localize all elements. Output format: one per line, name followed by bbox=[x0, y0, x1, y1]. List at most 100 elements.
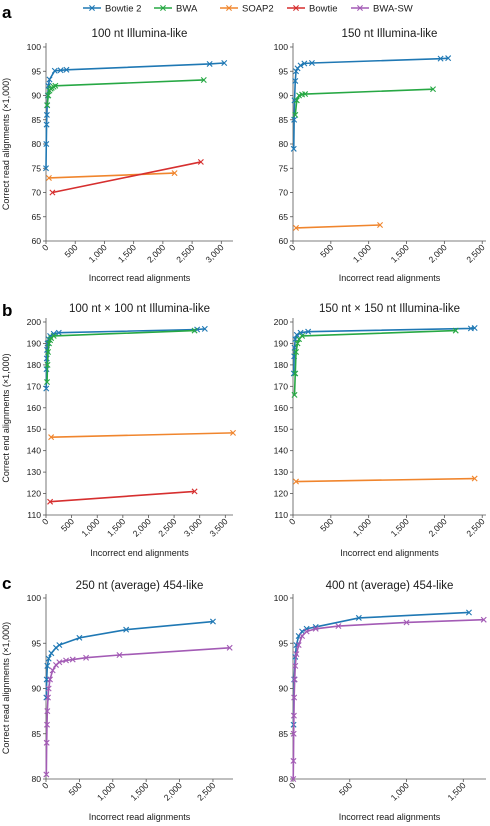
data-point-bowtie-2 bbox=[209, 618, 216, 625]
series-bwa bbox=[44, 327, 198, 386]
data-point-bowtie-2 bbox=[48, 650, 55, 657]
chart-5: 250 nt (average) 454-like 80 85 90 95 100 0 500… bbox=[1, 580, 233, 822]
series-line-soap2 bbox=[51, 432, 234, 438]
data-point-bwa-sw bbox=[63, 657, 70, 664]
data-point-soap2 bbox=[171, 170, 178, 177]
series-bowtie bbox=[49, 158, 204, 196]
x-tick-label: 500 bbox=[62, 242, 79, 259]
data-point-bwa-sw bbox=[43, 771, 50, 778]
data-point-bwa bbox=[292, 111, 299, 118]
x-tick-label: 1,500 bbox=[105, 516, 127, 538]
y-tick-label: 60 bbox=[31, 236, 41, 246]
y-tick-label: 100 bbox=[274, 42, 289, 52]
x-tick-label: 1,000 bbox=[87, 242, 109, 264]
x-axis-label: Incorrect read alignments bbox=[89, 273, 191, 283]
series-line-soap2 bbox=[48, 172, 175, 179]
x-tick-label: 1,500 bbox=[389, 516, 411, 538]
y-tick-label: 200 bbox=[274, 317, 289, 327]
data-point-bowtie-2 bbox=[123, 626, 130, 633]
x-axis-label: Incorrect end alignments bbox=[340, 548, 439, 558]
panel-label-a: a bbox=[2, 3, 12, 22]
data-point-bowtie bbox=[191, 488, 198, 495]
data-point-bwa bbox=[45, 92, 52, 99]
x-tick-label: 0 bbox=[40, 516, 51, 527]
data-point-bowtie-2 bbox=[43, 111, 50, 118]
series-bowtie-2 bbox=[290, 55, 452, 152]
x-axis-label: Incorrect end alignments bbox=[90, 548, 189, 558]
data-point-bowtie-2 bbox=[291, 116, 298, 123]
y-tick-label: 140 bbox=[27, 446, 42, 456]
data-point-bowtie-2 bbox=[465, 609, 472, 616]
data-point-soap2 bbox=[293, 224, 300, 231]
y-tick-label: 95 bbox=[31, 638, 41, 648]
x-tick-label: 3,000 bbox=[182, 516, 204, 538]
data-point-bowtie-2 bbox=[221, 60, 228, 66]
data-point-bowtie-2 bbox=[63, 66, 70, 73]
y-tick-label: 75 bbox=[31, 163, 41, 173]
data-point-bwa-sw bbox=[47, 676, 53, 683]
data-point-soap2 bbox=[45, 174, 52, 181]
x-tick-label: 0 bbox=[287, 780, 298, 791]
data-point-bwa-sw bbox=[291, 676, 298, 683]
legend: Bowtie 2 BWA SOAP2 Bowtie BWA-SW bbox=[83, 3, 413, 14]
y-tick-label: 110 bbox=[274, 510, 288, 520]
series-line-bowtie-2 bbox=[45, 62, 225, 169]
data-point-bowtie-2 bbox=[355, 614, 362, 621]
x-tick-label: 2,000 bbox=[427, 242, 449, 264]
x-axis-label: Incorrect read alignments bbox=[89, 812, 191, 822]
series-bwa bbox=[291, 327, 459, 398]
y-tick-label: 80 bbox=[278, 139, 288, 149]
data-point-soap2 bbox=[293, 478, 300, 485]
y-tick-label: 80 bbox=[278, 774, 288, 784]
y-tick-label: 95 bbox=[278, 66, 288, 76]
y-tick-label: 100 bbox=[27, 42, 42, 52]
y-tick-label: 190 bbox=[27, 338, 42, 348]
data-point-bwa bbox=[45, 349, 52, 356]
data-point-bowtie-2 bbox=[297, 62, 304, 69]
series-line-bwa bbox=[293, 329, 456, 395]
data-point-bwa-sw bbox=[44, 721, 50, 728]
series-line-bowtie bbox=[50, 490, 195, 503]
data-point-bwa bbox=[291, 391, 298, 398]
data-point-bwa bbox=[293, 349, 300, 356]
series-bwa bbox=[292, 86, 437, 118]
x-tick-label: 0 bbox=[40, 780, 51, 791]
x-tick-label: 1,000 bbox=[79, 516, 101, 538]
data-point-bowtie-2 bbox=[51, 67, 58, 74]
y-tick-label: 75 bbox=[278, 163, 288, 173]
data-point-soap2 bbox=[471, 475, 478, 482]
data-point-bowtie-2 bbox=[44, 662, 51, 669]
y-tick-label: 160 bbox=[27, 403, 42, 413]
data-point-bwa-sw bbox=[291, 694, 298, 701]
legend-item-bwa: BWA bbox=[154, 3, 198, 14]
y-tick-label: 200 bbox=[27, 317, 42, 327]
data-point-bowtie-2 bbox=[55, 329, 62, 336]
series-soap2 bbox=[48, 429, 236, 441]
series-bwa-sw bbox=[43, 644, 233, 778]
chart-title: 250 nt (average) 454-like bbox=[76, 580, 204, 592]
series-bowtie-2 bbox=[290, 609, 472, 728]
y-tick-label: 100 bbox=[274, 593, 289, 603]
x-axis-label: Incorrect read alignments bbox=[339, 812, 441, 822]
series-line-bowtie-2 bbox=[45, 328, 205, 389]
y-tick-label: 180 bbox=[27, 360, 42, 370]
y-axis-label: Correct read alignments (×1,000) bbox=[1, 622, 11, 754]
y-tick-label: 90 bbox=[278, 684, 288, 694]
data-point-bwa bbox=[50, 332, 57, 339]
data-point-bowtie-2 bbox=[43, 121, 50, 128]
series-bowtie bbox=[47, 488, 198, 505]
data-point-bowtie-2 bbox=[56, 642, 63, 649]
data-point-bwa-sw bbox=[290, 730, 297, 737]
data-point-bwa-sw bbox=[49, 667, 56, 674]
data-point-bwa bbox=[52, 82, 59, 89]
series-line-bowtie bbox=[52, 161, 202, 194]
y-tick-label: 150 bbox=[274, 424, 289, 434]
data-point-bwa-sw bbox=[116, 652, 123, 659]
data-point-bwa bbox=[44, 102, 51, 109]
y-tick-label: 130 bbox=[274, 467, 289, 477]
data-point-bowtie-2 bbox=[290, 145, 297, 152]
y-tick-label: 85 bbox=[31, 115, 41, 125]
y-tick-label: 180 bbox=[274, 360, 289, 370]
x-tick-label: 1,500 bbox=[128, 780, 150, 802]
